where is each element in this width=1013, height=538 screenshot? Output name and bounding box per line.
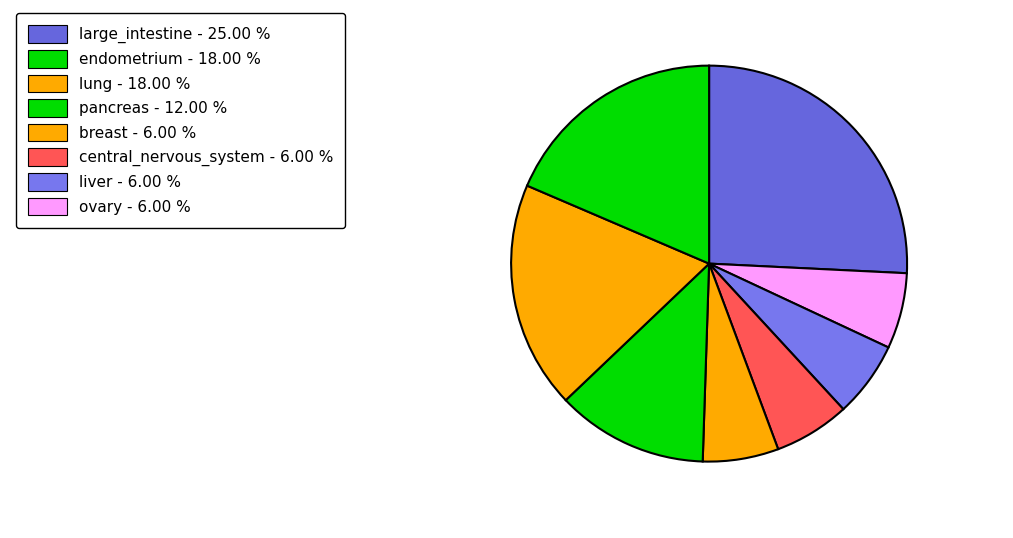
Wedge shape	[703, 264, 778, 462]
Wedge shape	[709, 264, 843, 449]
Wedge shape	[709, 264, 907, 348]
Wedge shape	[565, 264, 709, 462]
Wedge shape	[512, 186, 709, 400]
Wedge shape	[709, 264, 888, 409]
Wedge shape	[527, 66, 709, 264]
Legend: large_intestine - 25.00 %, endometrium - 18.00 %, lung - 18.00 %, pancreas - 12.: large_intestine - 25.00 %, endometrium -…	[16, 13, 345, 228]
Wedge shape	[709, 66, 907, 273]
